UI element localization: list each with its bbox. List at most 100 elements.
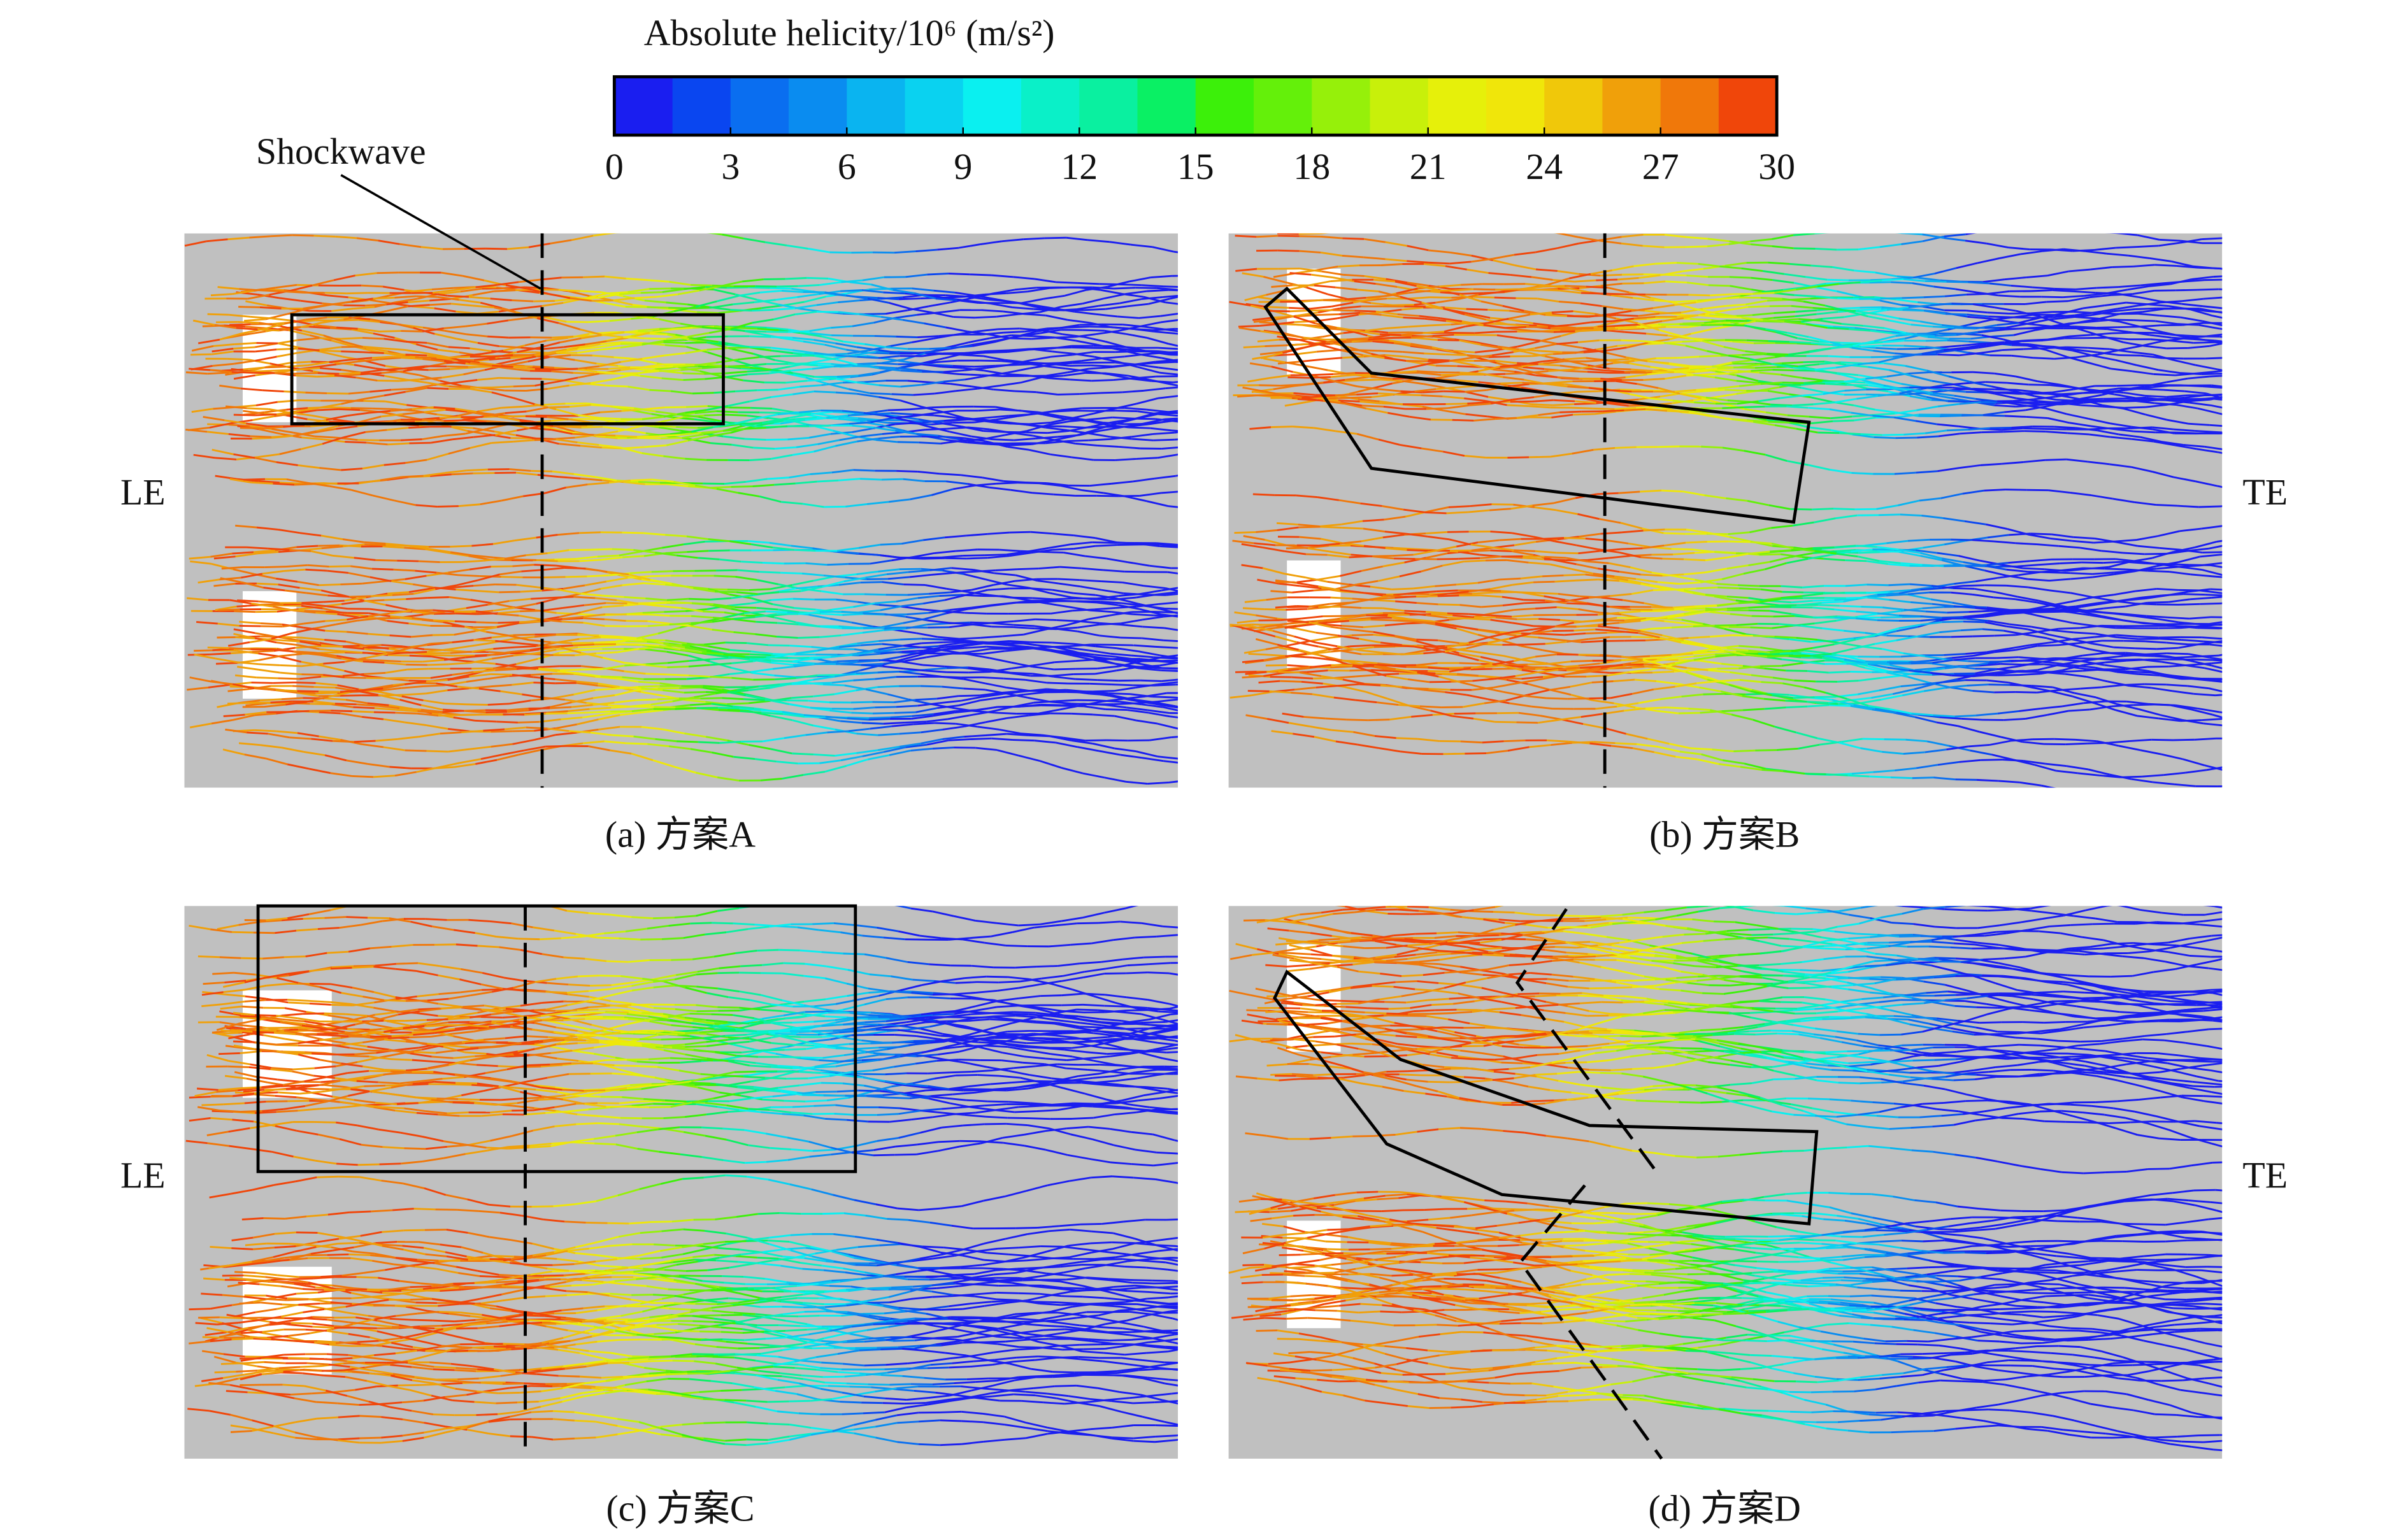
streamline bbox=[342, 646, 364, 650]
streamline bbox=[1351, 634, 1373, 636]
streamline bbox=[473, 669, 496, 673]
streamline bbox=[1071, 740, 1093, 745]
streamline bbox=[897, 441, 919, 444]
streamline bbox=[1585, 573, 1607, 578]
streamline bbox=[1342, 255, 1364, 259]
streamline bbox=[1920, 555, 1942, 561]
streamline bbox=[755, 613, 777, 618]
streamline bbox=[217, 286, 240, 290]
streamline bbox=[687, 550, 709, 553]
streamline bbox=[315, 611, 338, 615]
streamline bbox=[949, 624, 971, 629]
streamline bbox=[1121, 602, 1143, 607]
streamline bbox=[926, 718, 949, 723]
streamline bbox=[401, 357, 423, 360]
streamline bbox=[697, 311, 719, 314]
streamline bbox=[884, 627, 906, 631]
streamline bbox=[293, 650, 315, 654]
streamline bbox=[580, 290, 602, 294]
streamline bbox=[744, 438, 766, 441]
streamline bbox=[835, 440, 857, 447]
streamline bbox=[840, 720, 863, 724]
streamline bbox=[801, 681, 824, 686]
streamline bbox=[682, 433, 704, 439]
streamline bbox=[917, 595, 940, 599]
streamline bbox=[1558, 225, 1580, 227]
colorbar-segment bbox=[672, 76, 732, 136]
streamline bbox=[1879, 243, 1902, 248]
streamline bbox=[2153, 781, 2175, 785]
streamline bbox=[568, 708, 590, 712]
streamline bbox=[1858, 246, 1880, 251]
streamline bbox=[663, 455, 685, 460]
streamline bbox=[1424, 262, 1446, 268]
streamline bbox=[1861, 379, 1884, 387]
streamline bbox=[1077, 304, 1099, 310]
streamline bbox=[956, 722, 978, 728]
streamline bbox=[966, 533, 988, 537]
streamline bbox=[587, 482, 610, 486]
streamline bbox=[856, 733, 878, 736]
streamline bbox=[290, 284, 313, 292]
streamline bbox=[555, 678, 577, 683]
streamline bbox=[1588, 595, 1610, 599]
streamline bbox=[919, 441, 941, 445]
streamline bbox=[329, 565, 351, 568]
streamline bbox=[362, 652, 384, 655]
streamline bbox=[259, 698, 282, 702]
streamline bbox=[968, 426, 990, 431]
streamline bbox=[556, 376, 578, 383]
streamline bbox=[1459, 604, 1482, 608]
streamline bbox=[1084, 308, 1106, 311]
streamline bbox=[1647, 317, 1669, 320]
streamline bbox=[1330, 596, 1352, 600]
streamline bbox=[381, 413, 403, 418]
streamline bbox=[861, 722, 884, 725]
streamline bbox=[1059, 704, 1082, 711]
streamline bbox=[307, 418, 329, 423]
streamline bbox=[1802, 376, 1824, 382]
streamline bbox=[1088, 322, 1111, 328]
streamline bbox=[735, 327, 757, 330]
streamline bbox=[572, 433, 594, 436]
streamline bbox=[1772, 624, 1794, 629]
streamline bbox=[1709, 211, 1730, 213]
streamline bbox=[1886, 593, 1908, 597]
streamline bbox=[491, 350, 513, 354]
streamline bbox=[1164, 627, 1179, 631]
streamline bbox=[213, 343, 235, 347]
streamline bbox=[426, 679, 448, 683]
streamline bbox=[458, 503, 480, 508]
streamline bbox=[581, 334, 603, 340]
streamline bbox=[994, 711, 1017, 715]
streamline bbox=[808, 247, 830, 254]
streamline bbox=[1010, 489, 1033, 494]
streamline bbox=[336, 655, 359, 661]
streamline bbox=[851, 621, 873, 628]
streamline bbox=[1010, 661, 1033, 668]
streamline bbox=[736, 685, 759, 691]
streamline bbox=[853, 706, 875, 710]
streamline bbox=[515, 434, 538, 440]
streamline bbox=[623, 336, 645, 340]
streamline bbox=[369, 389, 392, 393]
streamline bbox=[465, 322, 487, 327]
streamline bbox=[577, 365, 600, 370]
streamline bbox=[975, 315, 997, 319]
streamline bbox=[1126, 780, 1148, 785]
streamline bbox=[920, 685, 942, 688]
streamline bbox=[197, 338, 220, 345]
streamline bbox=[1658, 745, 1681, 753]
streamline bbox=[927, 272, 949, 276]
streamline bbox=[809, 327, 831, 332]
streamline bbox=[942, 736, 964, 740]
streamline bbox=[1103, 293, 1126, 300]
streamline bbox=[1068, 606, 1090, 611]
streamline bbox=[1858, 230, 1879, 231]
streamline bbox=[492, 385, 513, 389]
streamline bbox=[2116, 246, 2138, 249]
streamline bbox=[547, 384, 570, 390]
streamline bbox=[903, 652, 925, 661]
streamline bbox=[800, 586, 823, 592]
streamline bbox=[749, 659, 772, 664]
